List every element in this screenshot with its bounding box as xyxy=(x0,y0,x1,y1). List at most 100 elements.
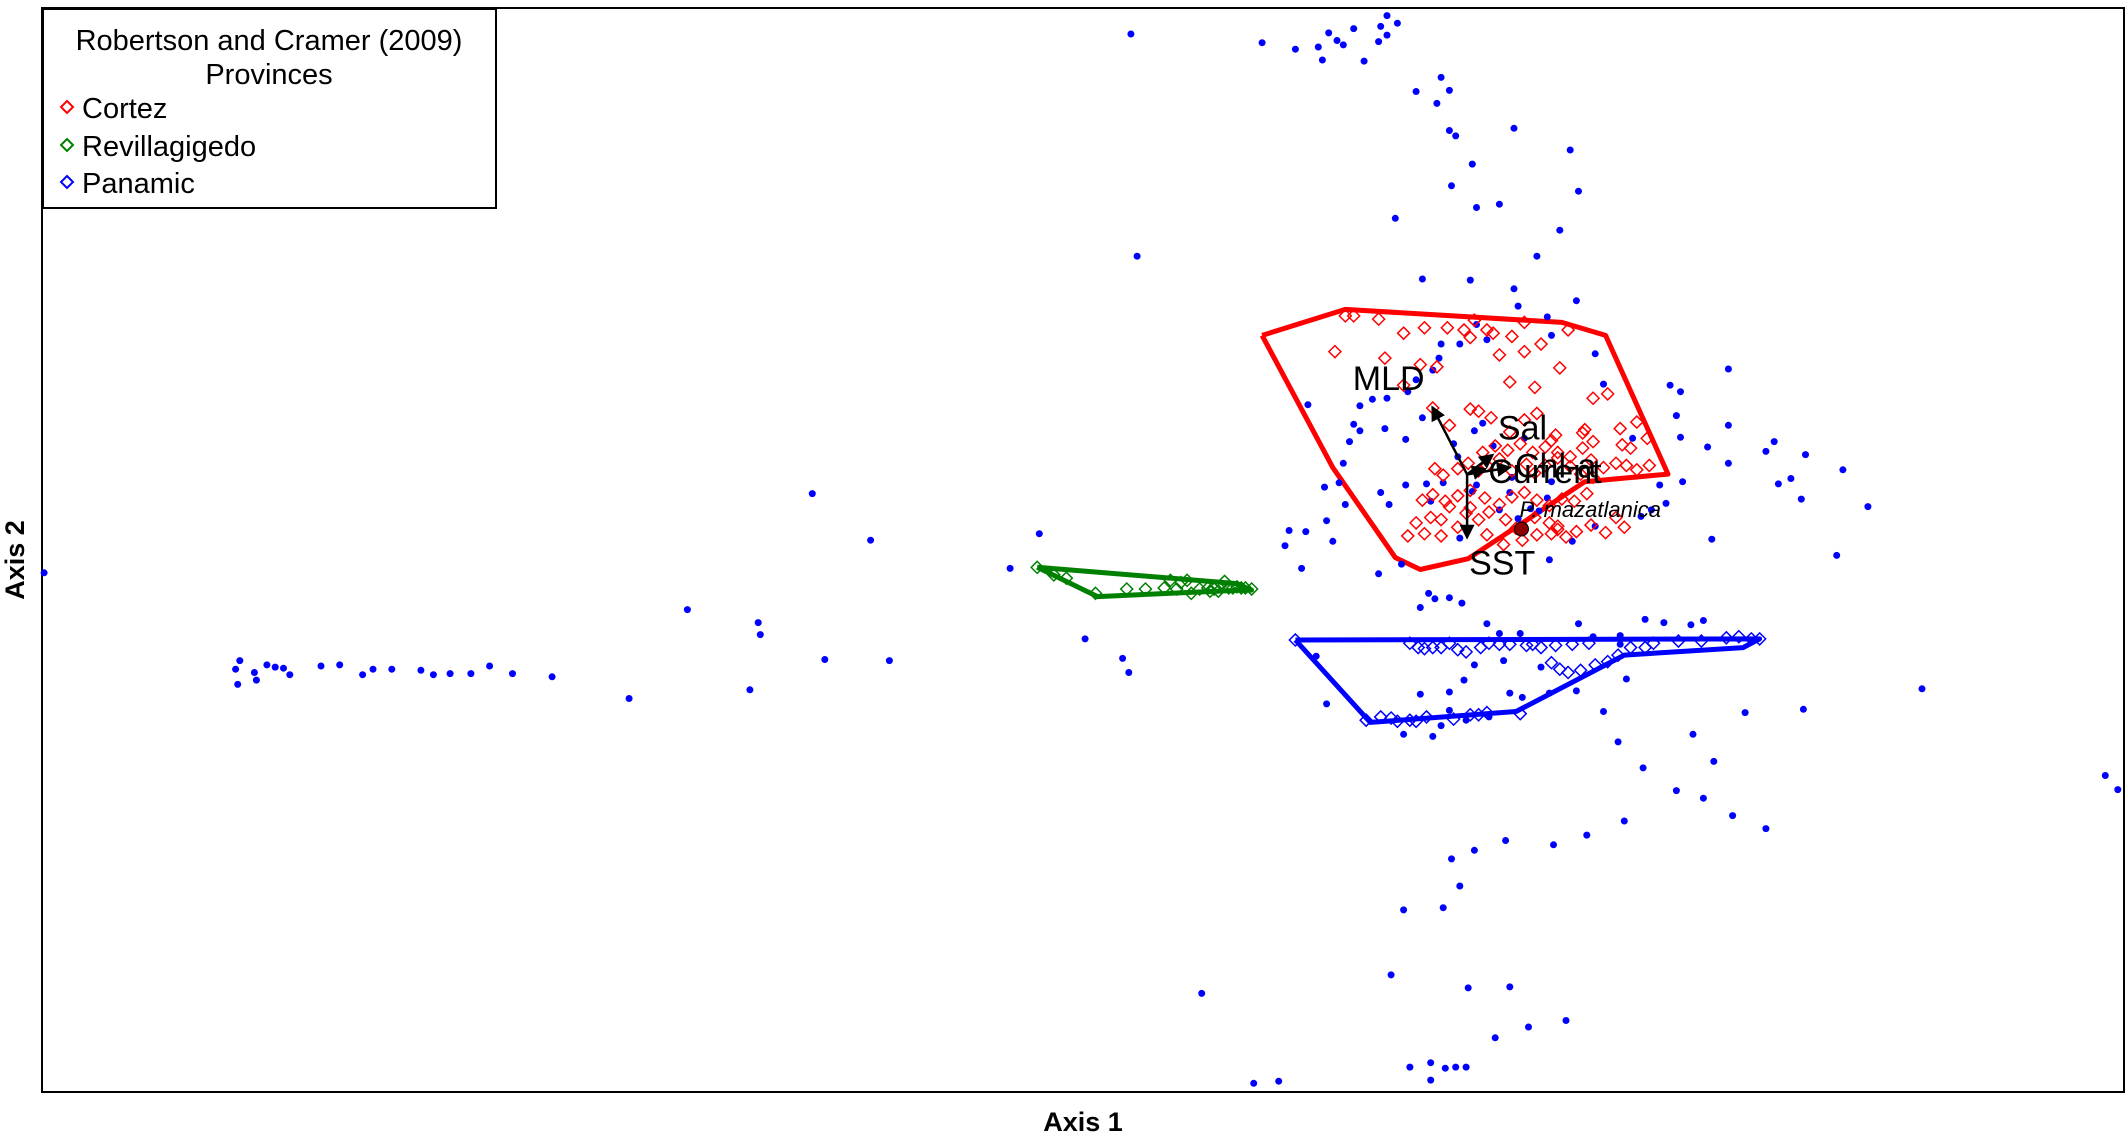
site-point xyxy=(1429,366,1437,374)
cortez-point xyxy=(1619,458,1634,473)
site-point xyxy=(1412,88,1420,95)
site-point xyxy=(1427,1059,1435,1067)
panamic-point xyxy=(1384,710,1399,726)
site-point xyxy=(1404,388,1412,396)
site-point xyxy=(509,670,516,678)
panamic-point xyxy=(1519,638,1534,653)
site-point xyxy=(429,671,437,679)
site-point xyxy=(1699,794,1707,802)
site-point xyxy=(1616,632,1624,640)
cortez-point xyxy=(1471,404,1486,419)
site-point xyxy=(1545,689,1553,697)
site-point xyxy=(1629,434,1637,442)
site-point xyxy=(486,662,494,670)
site-point xyxy=(1439,479,1447,487)
site-point xyxy=(1514,302,1522,310)
cortez-point xyxy=(1496,537,1511,552)
cortez-point xyxy=(1498,512,1513,527)
cortez-point xyxy=(1608,510,1624,525)
site-point xyxy=(1425,589,1433,597)
hull-cortez xyxy=(1259,306,1671,572)
site-point xyxy=(625,695,633,702)
site-point xyxy=(1291,45,1299,53)
site-point xyxy=(1672,787,1680,795)
site-point xyxy=(1550,841,1557,849)
cortez-point xyxy=(1440,320,1455,335)
x-axis-title: Axis 1 xyxy=(1043,1107,1123,1136)
cortez-point xyxy=(1463,402,1478,417)
site-point xyxy=(1589,633,1597,641)
panamic-point xyxy=(1402,636,1417,651)
site-point xyxy=(1368,395,1376,403)
site-point xyxy=(1383,12,1391,20)
cortez-point xyxy=(1434,512,1449,527)
site-point xyxy=(1402,481,1410,489)
cortez-point xyxy=(1563,459,1578,474)
panamic-point xyxy=(1390,714,1405,729)
cortez-point xyxy=(1550,450,1565,465)
site-point xyxy=(1468,160,1476,168)
cortez-point xyxy=(1617,520,1632,535)
vector-label-chl-a: Chl-a xyxy=(1515,448,1596,486)
site-point xyxy=(1439,904,1447,912)
site-point xyxy=(1495,630,1503,637)
cortez-point xyxy=(1479,527,1494,542)
revillagigedo-point xyxy=(1244,581,1259,597)
panamic-point xyxy=(1446,712,1461,727)
site-point xyxy=(1350,25,1358,33)
site-point xyxy=(1666,381,1674,389)
panamic-point xyxy=(1450,642,1465,657)
cortez-point xyxy=(1517,485,1532,500)
site-point xyxy=(1285,527,1293,534)
site-point xyxy=(1548,331,1555,339)
cortez-point xyxy=(1569,524,1584,539)
site-point xyxy=(1400,906,1408,914)
legend: Robertson and Cramer (2009) Provinces Co… xyxy=(42,8,497,209)
site-point xyxy=(1679,478,1687,486)
site-point xyxy=(1708,535,1716,543)
site-point xyxy=(1445,86,1453,94)
site-point xyxy=(1462,1063,1470,1071)
site-point xyxy=(1329,537,1337,545)
panamic-point xyxy=(1752,631,1767,646)
site-point xyxy=(1762,447,1770,455)
cortez-point xyxy=(1586,391,1601,406)
site-point xyxy=(1502,837,1510,844)
cortez-point xyxy=(1450,488,1465,503)
site-point xyxy=(1304,401,1312,409)
site-point xyxy=(1506,983,1514,991)
site-point xyxy=(1346,438,1353,446)
site-point xyxy=(1391,214,1399,222)
site-point xyxy=(1416,690,1424,698)
site-point xyxy=(317,662,325,670)
site-point xyxy=(1464,984,1472,992)
site-point xyxy=(1614,738,1622,746)
site-point xyxy=(1312,652,1320,660)
revillagigedo-point xyxy=(1157,580,1172,596)
site-point xyxy=(1398,560,1405,568)
site-point xyxy=(1006,564,1014,572)
cortez-point xyxy=(1577,422,1592,437)
site-point xyxy=(1514,515,1522,523)
cortez-point xyxy=(1608,456,1624,471)
site-point xyxy=(1622,675,1630,683)
vector-label-mld: MLD xyxy=(1353,360,1425,398)
cortez-point xyxy=(1492,347,1507,362)
site-point xyxy=(1473,204,1480,211)
site-point xyxy=(1533,252,1541,260)
legend-title-line-1: Robertson and Cramer (2009) xyxy=(76,25,463,57)
cortez-point xyxy=(1600,386,1615,401)
site-point xyxy=(1600,380,1607,388)
cortez-point xyxy=(1598,525,1613,540)
cortez-point xyxy=(1538,439,1553,455)
revillagigedo-point xyxy=(1088,586,1103,601)
cortez-point xyxy=(1423,510,1438,525)
site-point xyxy=(1620,817,1628,825)
revillagigedo-point xyxy=(1138,581,1153,597)
site-point xyxy=(1302,528,1310,536)
site-point xyxy=(1133,252,1141,260)
site-point xyxy=(1275,1077,1283,1085)
cortez-point xyxy=(1629,462,1644,477)
site-point xyxy=(1323,700,1331,708)
